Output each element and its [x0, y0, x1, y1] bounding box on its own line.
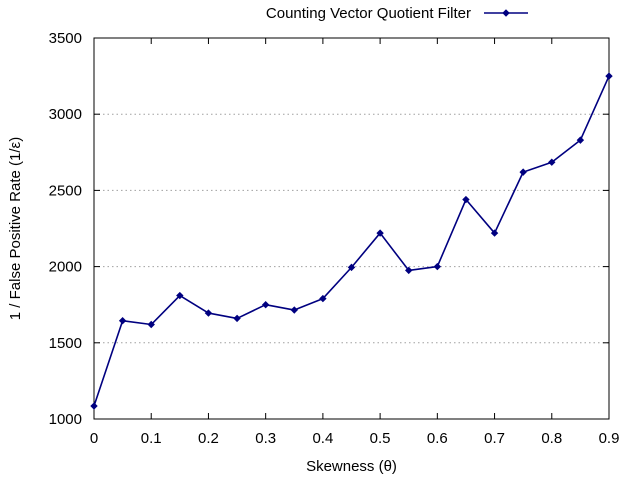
y-tick-label: 1000 — [49, 411, 82, 428]
y-tick-label: 2500 — [49, 182, 82, 199]
x-tick-label: 0 — [90, 430, 98, 447]
y-tick-label: 3500 — [49, 30, 82, 47]
axis-ticks: 1000 1500 2000 2500 3000 3500 0 0.1 0.2 0.3 0.4 0.5… — [49, 30, 620, 447]
y-tick-label: 2000 — [49, 259, 82, 276]
y-tick-label: 3000 — [49, 106, 82, 123]
data-point — [462, 195, 470, 204]
data-point — [147, 320, 155, 329]
data-point — [176, 291, 184, 300]
data-point — [376, 229, 384, 237]
data-point — [290, 306, 298, 314]
data-point — [519, 168, 527, 176]
data-point — [90, 402, 98, 410]
legend-marker — [502, 9, 510, 17]
x-tick-label: 0.4 — [312, 430, 333, 447]
y-axis-title: 1 / False Positive Rate (1/ε) — [7, 137, 24, 320]
x-tick-label: 0.5 — [370, 430, 391, 447]
data-point — [548, 158, 556, 166]
data-point — [204, 309, 213, 317]
grid-lines — [94, 113, 609, 344]
x-tick-label: 0.3 — [255, 430, 276, 447]
series-line — [93, 75, 610, 407]
x-tick-label: 0.6 — [427, 430, 448, 447]
y-tick-label: 1500 — [49, 335, 82, 352]
x-tick-label: 0.1 — [141, 430, 162, 447]
data-point — [490, 229, 499, 237]
data-point — [233, 314, 241, 323]
legend: Counting Vector Quotient Filter — [266, 5, 528, 22]
plot-frame — [93, 37, 610, 420]
legend-label: Counting Vector Quotient Filter — [266, 5, 471, 22]
x-tick-label: 0.7 — [484, 430, 505, 447]
x-tick-label: 0.9 — [599, 430, 620, 447]
x-tick-label: 0.2 — [198, 430, 219, 447]
data-point — [118, 316, 127, 325]
data-point — [261, 300, 270, 309]
data-point — [405, 266, 413, 275]
data-point — [433, 262, 442, 271]
series-layer — [90, 72, 613, 410]
data-point — [605, 72, 613, 80]
data-point — [319, 294, 327, 303]
x-axis-title: Skewness (θ) — [306, 458, 397, 475]
data-point — [347, 263, 356, 272]
data-point — [576, 136, 585, 144]
x-tick-label: 0.8 — [541, 430, 562, 447]
